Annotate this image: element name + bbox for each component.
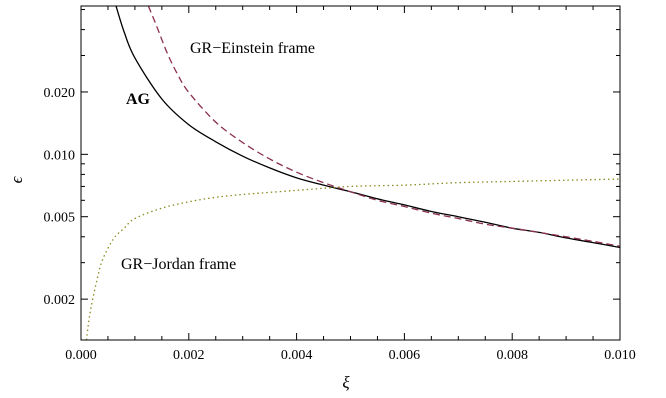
tick-labels: 0.000 0.002 0.004 0.006 0.008 0.010 0.002 0.005…: [44, 86, 636, 363]
annotation-ag: AG: [126, 91, 151, 108]
x-tick-label: 0.006: [389, 348, 421, 363]
y-axis-label: ϵ: [7, 175, 26, 183]
y-tick-label: 0.010: [44, 148, 76, 163]
y-tick-label: 0.020: [44, 86, 76, 101]
x-tick-label: 0.002: [173, 348, 205, 363]
x-tick-label: 0.008: [496, 348, 528, 363]
series-line-gr-einstein-frame: [147, 6, 620, 247]
axis-ticks: [80, 6, 621, 340]
plot-series-group: [85, 6, 620, 340]
annotation-gr-einstein: GR−Einstein frame: [190, 40, 315, 57]
y-tick-label: 0.005: [44, 211, 76, 226]
plot-frame: [80, 5, 621, 341]
annotation-gr-jordan: GR−Jordan frame: [121, 256, 236, 273]
x-tick-label: 0.000: [65, 348, 97, 363]
x-tick-label: 0.010: [604, 348, 636, 363]
x-tick-label: 0.004: [281, 348, 313, 363]
y-tick-label: 0.002: [44, 293, 76, 308]
x-axis-label: ξ: [342, 373, 350, 392]
